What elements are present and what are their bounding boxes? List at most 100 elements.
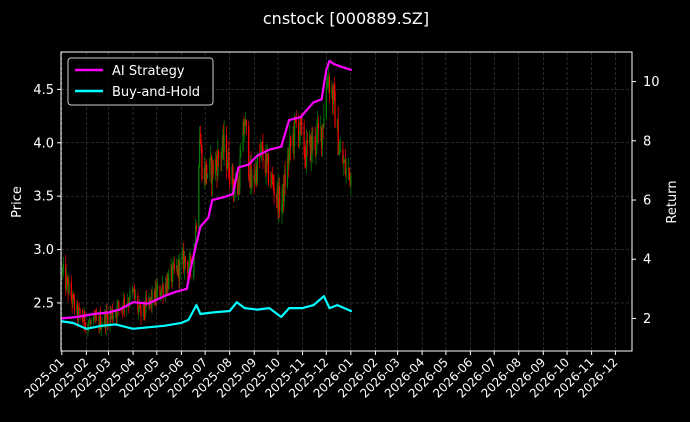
candle-body [253,174,255,182]
candle-body [295,119,297,122]
price-candle [255,159,257,187]
price-candle [65,269,68,293]
price-candle [155,279,157,307]
price-candle [171,264,173,290]
candle-body [133,288,135,292]
price-candle [131,285,133,298]
price-candle [160,291,162,301]
price-candle [68,273,70,295]
candle-body [154,287,156,304]
candle-body [328,77,330,84]
candle-body [81,314,83,321]
price-candle [200,133,202,153]
candle-body [271,174,274,180]
candle-body [298,134,300,142]
price-candle [211,155,213,197]
price-candle [212,159,214,180]
candle-body [177,260,179,275]
candle-body [266,153,268,161]
price-candle [344,148,346,177]
candle-body [216,163,218,176]
candle-body [315,148,317,150]
price-candle [232,163,234,191]
price-candle [325,80,327,121]
candle-body [304,153,306,156]
candle-body [288,149,290,164]
candle-body [289,137,291,150]
candle-body [242,121,244,152]
price-candle [144,304,146,321]
candle-body [99,314,102,330]
candle-body [161,284,163,289]
y-tick-label-right: 10 [643,75,660,90]
price-candle [244,111,247,126]
candle-body [179,259,181,279]
candle-body [189,256,191,258]
price-candle [227,148,229,168]
price-candle [62,256,64,277]
price-candle [290,135,292,161]
price-candle [282,183,284,215]
price-candle [305,129,308,174]
candle-body [267,155,269,161]
price-candle [320,115,322,143]
price-candle [309,130,311,147]
candle-body [217,151,219,176]
candle-body [172,265,174,283]
candle-body [122,298,125,312]
candle-body [110,311,112,315]
candle-body [126,302,129,305]
candle-body [349,172,351,186]
candle-body [201,146,203,180]
y-tick-label-left: 3.5 [33,190,54,205]
price-candle [300,117,302,135]
candle-body [255,166,257,179]
price-candle [222,123,224,160]
price-candle [61,266,64,280]
candle-body [132,290,134,292]
price-candle [223,120,225,166]
candle-body [334,91,336,128]
candle-body [200,143,202,147]
price-candle [327,75,329,90]
price-candle [256,162,258,188]
price-candle [78,302,80,310]
candle-body [270,182,272,184]
candle-body [314,136,316,150]
price-candle [345,158,347,184]
price-candle [260,141,262,162]
price-candle [267,144,269,166]
candle-body [118,301,120,308]
candle-body [245,119,247,127]
candle-body [149,297,152,302]
price-candle [225,125,228,180]
candle-body [214,159,217,175]
candle-body [195,225,197,245]
candle-body [183,256,186,270]
price-candle [88,316,91,325]
price-candle [201,144,203,183]
price-candle [170,257,172,282]
candle-body [165,283,167,292]
candle-body [209,158,211,175]
candle-body [167,278,169,290]
price-candle [248,174,251,188]
candle-body [222,136,224,152]
price-candle [316,119,318,155]
candle-body [286,157,289,187]
price-candle [172,261,174,288]
series-lines [60,59,352,330]
candle-body [170,266,172,274]
price-candle [289,124,291,161]
candle-body [155,287,157,299]
price-candle [176,258,178,273]
candle-body [182,250,184,257]
price-candle [326,72,328,88]
price-candle [277,182,279,219]
candle-body [160,288,163,295]
candle-body [248,126,250,177]
candle-body [228,152,230,178]
candle-body [88,324,90,325]
price-candle [172,256,175,271]
candle-body [321,125,323,149]
